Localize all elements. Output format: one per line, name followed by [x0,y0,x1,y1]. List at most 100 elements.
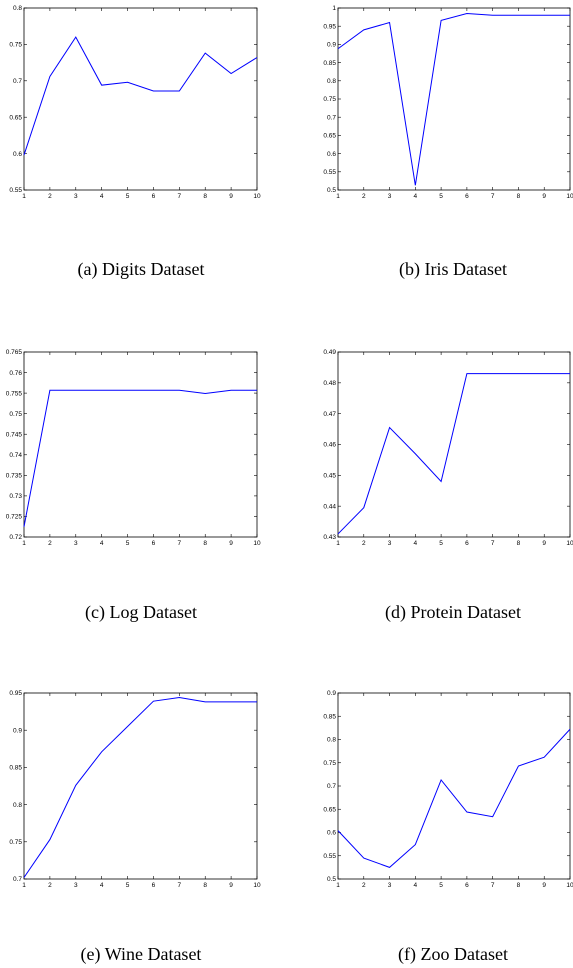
y-tick-label: 0.47 [323,411,336,418]
y-tick-label: 0.745 [6,431,23,438]
x-tick-label: 3 [74,882,78,889]
x-tick-label: 9 [542,540,546,547]
x-tick-label: 9 [229,193,233,200]
y-tick-label: 0.76 [9,370,22,377]
x-tick-label: 5 [126,193,130,200]
x-tick-label: 4 [414,540,418,547]
x-tick-label: 8 [203,882,207,889]
x-tick-label: 10 [566,882,573,889]
chart-panel-wine: 1 2 3 4 5 6 7 8 9 10 0.7 0.75 0.8 0.85 0.9 0.95 (e) Wine… [9,690,261,965]
plot-frame [23,692,258,880]
panel-caption: (c) Log Dataset [85,602,197,623]
series-line [23,389,257,527]
y-tick-label: 0.9 [327,42,336,49]
y-tick-label: 0.9 [327,690,336,697]
x-tick-label: 10 [253,540,261,547]
y-tick-label: 0.75 [9,839,22,846]
y-tick-label: 0.75 [323,760,336,767]
x-tick-label: 8 [203,193,207,200]
y-tick-label: 0.8 [327,78,336,85]
y-tick-label: 0.7 [13,78,22,85]
x-tick-label: 3 [388,882,392,889]
y-tick-label: 0.5 [327,876,336,883]
x-tick-label: 7 [491,882,495,889]
x-tick-label: 5 [439,540,443,547]
x-tick-label: 4 [100,882,104,889]
x-tick-label: 5 [126,540,130,547]
y-tick-label: 0.65 [9,114,22,121]
x-tick-label: 8 [203,540,207,547]
x-tick-label: 6 [152,882,156,889]
y-tick-label: 0.85 [323,713,336,720]
series-line [337,373,570,535]
plot-frame [337,7,571,191]
y-tick-label: 0.55 [323,853,336,860]
y-tick-label: 0.6 [13,151,22,158]
y-tick-label: 0.6 [327,151,336,158]
panel-caption: (e) Wine Dataset [81,944,202,965]
x-tick-label: 4 [100,540,104,547]
x-tick-label: 8 [517,540,521,547]
y-tick-label: 0.7 [327,783,336,790]
y-tick-label: 0.72 [9,534,22,541]
y-tick-label: 0.44 [323,503,336,510]
x-tick-label: 10 [253,882,261,889]
x-tick-label: 1 [22,193,26,200]
y-tick-label: 0.75 [9,411,22,418]
x-tick-label: 3 [74,540,78,547]
y-tick-label: 0.55 [323,169,336,176]
y-tick-label: 0.95 [323,23,336,30]
plot-frame [337,351,571,538]
x-tick-label: 2 [48,882,52,889]
y-tick-label: 0.9 [13,727,22,734]
chart-panel-log: 1 2 3 4 5 6 7 8 9 10 0.72 0.725 0.73 0.735 0.74 0.745 0.… [6,349,261,623]
x-tick-label: 2 [362,193,366,200]
y-tick-label: 0.95 [9,690,22,697]
x-tick-label: 9 [229,882,233,889]
x-tick-label: 1 [336,882,340,889]
x-tick-label: 2 [362,540,366,547]
x-tick-label: 7 [491,540,495,547]
x-tick-label: 5 [439,193,443,200]
plot-frame [337,692,571,880]
x-tick-label: 7 [491,193,495,200]
x-tick-label: 3 [388,193,392,200]
y-tick-label: 0.73 [9,493,22,500]
x-tick-label: 6 [465,882,469,889]
x-tick-label: 6 [152,193,156,200]
chart-panel-zoo: 1 2 3 4 5 6 7 8 9 10 0.5 0.55 0.6 0.65 0.7 0.75 0.8 0.85 0… [323,690,573,965]
panel-caption: (a) Digits Dataset [78,259,205,280]
x-tick-label: 2 [48,540,52,547]
panel-caption: (b) Iris Dataset [399,259,507,280]
y-tick-label: 0.75 [323,96,336,103]
y-tick-label: 0.8 [13,5,22,12]
y-tick-label: 0.5 [327,187,336,194]
x-tick-label: 1 [336,540,340,547]
panel-caption: (f) Zoo Dataset [398,944,508,965]
chart-panel-iris: 1 2 3 4 5 6 7 8 9 10 0.5 0.55 0.6 0.65 0.7 0.75 0.8 0.85 0… [323,5,573,280]
y-tick-label: 0.8 [13,802,22,809]
x-tick-label: 1 [22,882,26,889]
x-tick-label: 2 [362,882,366,889]
y-tick-label: 0.43 [323,534,336,541]
y-tick-label: 0.65 [323,806,336,813]
y-tick-label: 0.735 [6,473,23,480]
x-tick-label: 1 [22,540,26,547]
y-tick-label: 1 [332,5,336,12]
x-tick-label: 10 [566,193,573,200]
x-tick-label: 4 [414,193,418,200]
x-tick-label: 5 [439,882,443,889]
x-tick-label: 5 [126,882,130,889]
x-tick-label: 6 [465,540,469,547]
panel-caption: (d) Protein Dataset [385,602,521,623]
x-tick-label: 8 [517,882,521,889]
x-tick-label: 9 [229,540,233,547]
x-tick-label: 8 [517,193,521,200]
series-line [23,36,258,156]
y-tick-label: 0.765 [6,349,23,356]
x-tick-label: 7 [178,882,182,889]
chart-panel-protein: 1 2 3 4 5 6 7 8 9 10 0.43 0.44 0.45 0.46 0.47 0.48 0.49 (… [323,349,573,623]
series-line [337,12,570,186]
x-tick-label: 3 [74,193,78,200]
